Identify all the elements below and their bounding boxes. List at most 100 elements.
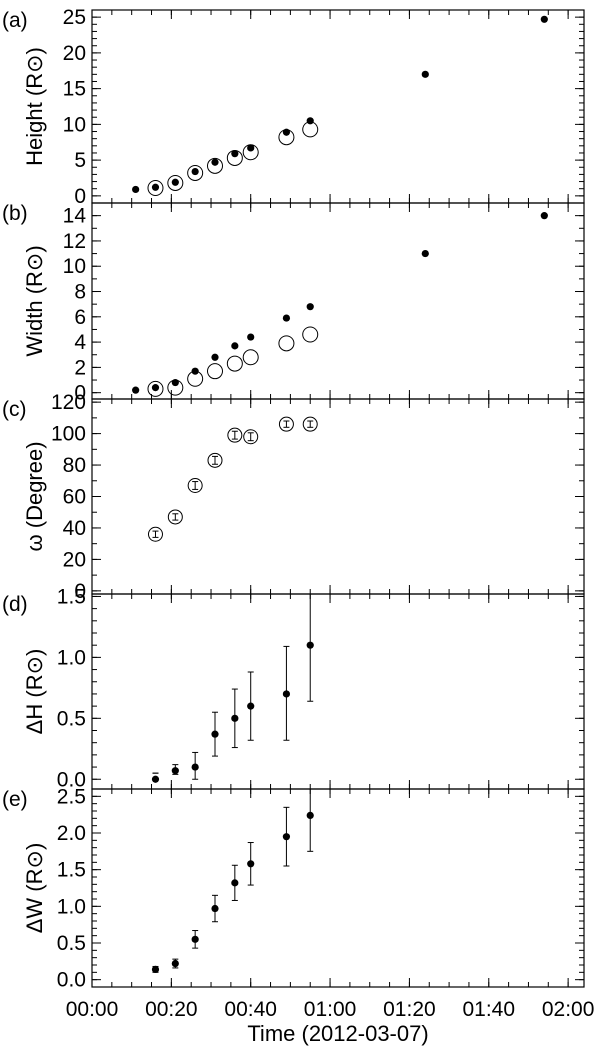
data-point-open: [167, 509, 183, 525]
data-point-open: [187, 477, 203, 493]
data-point-open: [278, 335, 295, 352]
data-point-open: [302, 416, 318, 432]
panel-e: 0.0 0.5 1.0 1.5 2.0 2.5 (e) ΔW (R⊙): [2, 785, 585, 992]
data-point-open: [278, 416, 294, 432]
data-point: [191, 935, 199, 943]
y-tick-label: 10: [63, 113, 86, 136]
y-tick-label: 60: [63, 486, 86, 509]
y-axis-label: ω (Degree): [22, 441, 47, 551]
y-tick-label: 0.5: [57, 932, 86, 955]
data-point: [151, 183, 160, 191]
x-tick-label: 00:00: [66, 998, 119, 1021]
data-point-open: [226, 355, 243, 372]
plot-frame: [91, 593, 585, 790]
y-tick-label: 8: [74, 281, 86, 304]
data-point: [211, 730, 219, 738]
x-tick-label: 01:20: [383, 998, 436, 1021]
data-point: [306, 641, 314, 649]
y-tick-label: 2.0: [57, 822, 86, 845]
y-tick-label: 12: [63, 230, 86, 253]
x-tick-label: 00:20: [145, 998, 198, 1021]
data-point-open: [207, 157, 223, 174]
y-tick-label: 20: [63, 548, 86, 571]
panel-letter: (c): [2, 398, 27, 421]
data-point: [231, 150, 239, 158]
data-point: [247, 702, 255, 710]
data-point-open: [147, 380, 164, 397]
y-tick-label: 0: [74, 580, 86, 603]
data-point-open: [187, 164, 204, 181]
panel-letter: (d): [2, 593, 28, 616]
data-point: [151, 384, 160, 392]
panel-a: 0 5 10 15 20 25 (a) Height (R⊙): [2, 6, 585, 208]
data-point-open: [242, 349, 259, 366]
data-point: [247, 144, 255, 152]
data-point: [282, 690, 291, 698]
data-point: [231, 879, 239, 887]
data-point-open: [167, 174, 184, 191]
data-point: [282, 833, 291, 841]
data-point-open: [302, 326, 319, 343]
data-point-open: [187, 370, 204, 387]
data-point: [151, 965, 160, 974]
data-point-open: [242, 144, 259, 161]
y-tick-label: 120: [51, 391, 86, 414]
data-point-open: [226, 149, 243, 166]
data-point: [171, 767, 179, 775]
data-point: [247, 860, 255, 868]
data-point: [171, 178, 179, 186]
data-point: [306, 811, 314, 820]
y-axis-label: Height (R⊙): [22, 47, 47, 166]
data-point: [211, 158, 219, 166]
y-axis-label: ΔH (R⊙): [22, 649, 47, 735]
data-point: [231, 342, 239, 350]
x-axis-label: Time (2012-03-07): [247, 1021, 428, 1046]
data-point-open: [278, 129, 295, 146]
data-point-open: [167, 379, 184, 396]
y-tick-label: 2.5: [57, 785, 86, 808]
y-tick-label: 0.0: [57, 969, 86, 992]
data-point-open: [207, 363, 223, 380]
data-point: [282, 314, 291, 322]
data-point-open: [147, 179, 164, 196]
panel-d: 0.0 0.5 1.0 1.5 (d) ΔH (R⊙): [2, 585, 585, 791]
panel-letter: (a): [2, 9, 28, 32]
y-tick-label: 1.5: [57, 585, 86, 608]
y-tick-label: 6: [74, 306, 86, 329]
y-tick-label: 0.5: [57, 707, 86, 730]
data-point-open: [302, 121, 319, 138]
y-tick-label: 80: [63, 454, 86, 477]
plot-frame: [91, 398, 585, 595]
panel-letter: (e): [2, 788, 28, 811]
data-point: [421, 249, 429, 258]
data-point: [306, 303, 314, 311]
y-tick-label: 0: [74, 382, 86, 405]
x-tick-label: 01:40: [462, 998, 515, 1021]
data-point: [211, 353, 219, 361]
data-point: [306, 117, 314, 125]
plot-frame: [91, 9, 585, 204]
data-point-open: [207, 452, 223, 468]
x-tick-label: 00:40: [224, 998, 277, 1021]
x-tick-label: 02:00: [542, 998, 595, 1021]
x-tick-label: 01:00: [304, 998, 357, 1021]
data-point: [191, 167, 199, 176]
y-tick-label: 20: [63, 42, 86, 65]
y-tick-label: 0: [74, 185, 86, 208]
y-axis-label: ΔW (R⊙): [22, 843, 47, 934]
y-tick-label: 25: [63, 6, 86, 29]
data-point: [132, 386, 140, 394]
plot-frame: [91, 788, 585, 988]
y-tick-label: 15: [63, 78, 86, 101]
data-point-open: [227, 427, 243, 443]
data-point: [191, 763, 199, 771]
y-tick-label: 4: [74, 331, 86, 354]
y-tick-label: 1.0: [57, 895, 86, 918]
y-tick-label: 100: [51, 423, 86, 446]
plot-frame: [91, 202, 585, 400]
data-point: [132, 185, 140, 194]
data-point: [540, 15, 548, 23]
data-point: [540, 212, 548, 220]
